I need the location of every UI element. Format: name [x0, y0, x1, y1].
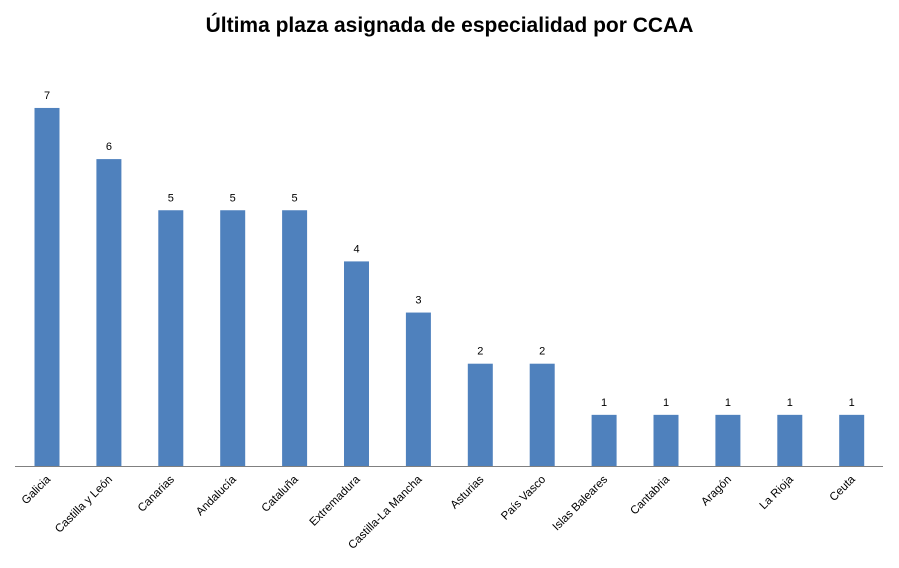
bar-5: [344, 261, 369, 466]
category-label-5: Extremadura: [308, 473, 363, 528]
bar-13: [839, 414, 865, 466]
data-label-4: 5: [292, 192, 298, 204]
bar-12: [777, 414, 803, 466]
data-label-6: 3: [415, 295, 421, 307]
category-label-7: Asturias: [449, 473, 487, 511]
bar-11: [715, 414, 741, 466]
bar-3: [220, 210, 246, 466]
data-label-1: 6: [106, 141, 112, 153]
bar-7: [467, 363, 493, 466]
category-label-3: Andalucía: [194, 473, 239, 518]
bar-4: [282, 210, 308, 466]
category-label-12: La Rioja: [758, 473, 797, 512]
category-label-0: Galicia: [20, 473, 54, 507]
data-label-9: 1: [601, 397, 607, 409]
data-label-10: 1: [663, 397, 669, 409]
data-label-5: 4: [353, 243, 359, 255]
category-label-13: Ceuta: [828, 473, 859, 504]
category-label-1: Castilla y León: [53, 474, 115, 536]
bar-9: [591, 414, 617, 466]
data-label-13: 1: [849, 397, 855, 409]
bar-2: [158, 210, 184, 466]
category-label-11: Aragón: [699, 474, 734, 509]
category-label-4: Cataluña: [260, 473, 301, 514]
bar-8: [529, 363, 555, 466]
data-label-3: 5: [230, 192, 236, 204]
category-label-2: Canarias: [136, 473, 177, 514]
category-label-8: País Vasco: [499, 474, 548, 523]
bar-10: [653, 414, 679, 466]
data-label-7: 2: [477, 346, 483, 358]
data-label-8: 2: [539, 346, 545, 358]
category-label-9: Islas Baleares: [551, 473, 611, 533]
bar-6: [405, 312, 431, 466]
data-label-2: 5: [168, 192, 174, 204]
chart-title: Última plaza asignada de especialidad po…: [205, 14, 694, 37]
bar-1: [96, 159, 122, 466]
data-label-11: 1: [725, 397, 731, 409]
bar-0: [34, 107, 60, 466]
data-label-12: 1: [787, 397, 793, 409]
data-label-0: 7: [44, 90, 50, 102]
category-label-10: Cantabria: [628, 473, 672, 517]
